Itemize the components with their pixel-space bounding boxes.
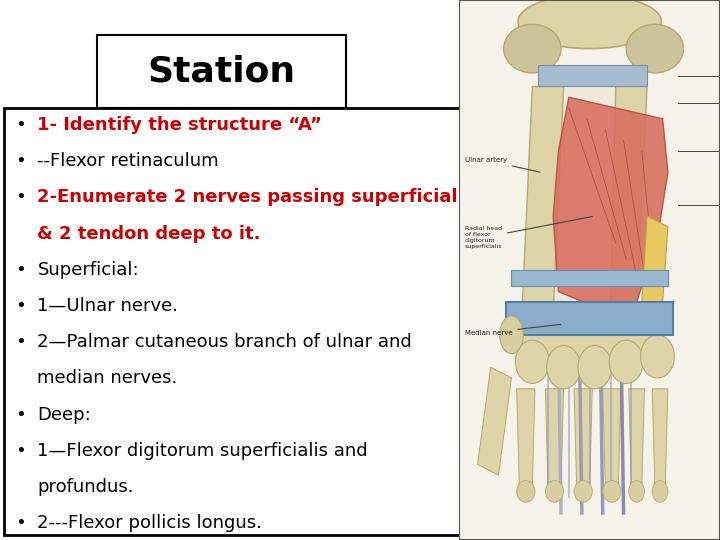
Polygon shape [545,389,564,486]
Text: •: • [15,261,25,279]
Text: Deep:: Deep: [37,406,91,423]
Ellipse shape [578,346,612,389]
Polygon shape [517,389,535,486]
Ellipse shape [518,310,662,359]
Text: 2-Enumerate 2 nerves passing superficial: 2-Enumerate 2 nerves passing superficial [37,188,458,206]
Polygon shape [574,389,593,486]
Polygon shape [553,97,668,313]
Text: profundus.: profundus. [37,478,134,496]
Polygon shape [506,302,673,335]
Ellipse shape [500,316,523,354]
Text: •: • [15,442,25,460]
Text: A: A [509,326,528,349]
Text: --Flexor retinaculum: --Flexor retinaculum [37,152,219,170]
Text: 1—Ulnar nerve.: 1—Ulnar nerve. [37,297,179,315]
Text: median nerves.: median nerves. [37,369,178,387]
Ellipse shape [504,24,561,73]
Text: •: • [15,188,25,206]
Ellipse shape [629,481,644,502]
Ellipse shape [517,481,535,502]
Text: •: • [15,333,25,351]
Text: 1—Flexor digitorum superficialis and: 1—Flexor digitorum superficialis and [37,442,368,460]
Text: •: • [15,116,25,134]
Ellipse shape [603,481,621,502]
Ellipse shape [652,481,668,502]
Text: Median nerve: Median nerve [464,325,561,336]
Ellipse shape [516,340,549,383]
Text: 2—Palmar cutaneous branch of ulnar and: 2—Palmar cutaneous branch of ulnar and [37,333,412,351]
FancyBboxPatch shape [4,108,461,535]
Text: •: • [15,406,25,423]
Polygon shape [511,270,668,286]
Ellipse shape [574,481,593,502]
Text: 1- Identify the structure “A”: 1- Identify the structure “A” [37,116,323,134]
Text: & 2 tendon deep to it.: & 2 tendon deep to it. [37,225,261,242]
Ellipse shape [609,340,643,383]
Text: •: • [15,514,25,532]
Text: Superficial:: Superficial: [37,261,139,279]
Text: 2---Flexor pollicis longus.: 2---Flexor pollicis longus. [37,514,262,532]
Text: Ulnar artery: Ulnar artery [464,157,540,172]
Polygon shape [652,389,668,486]
Text: •: • [15,152,25,170]
Text: Fl: Fl [684,333,693,342]
FancyBboxPatch shape [97,35,346,108]
Polygon shape [477,367,511,475]
Ellipse shape [518,0,662,49]
Text: Station: Station [148,55,295,89]
Ellipse shape [545,481,564,502]
Ellipse shape [546,346,580,389]
Polygon shape [603,389,621,486]
Polygon shape [642,216,668,302]
Polygon shape [629,389,644,486]
Polygon shape [522,86,564,313]
Text: •: • [15,297,25,315]
Ellipse shape [641,335,675,378]
Bar [538,65,647,86]
Polygon shape [553,86,616,308]
Text: Radial head
of flexor
digitorum
superficialis: Radial head of flexor digitorum superfic… [464,217,592,249]
Polygon shape [611,86,647,313]
Ellipse shape [626,24,683,73]
